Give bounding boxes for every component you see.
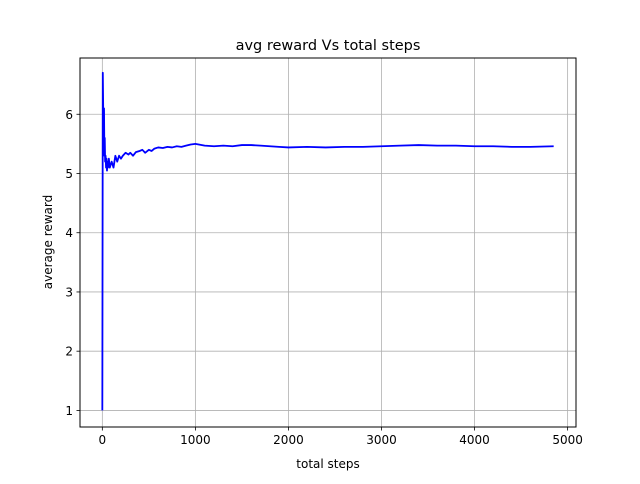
x-tick-label: 5000 [552, 433, 583, 447]
y-tick-label: 3 [65, 285, 73, 299]
chart-title: avg reward Vs total steps [236, 38, 421, 54]
y-tick-label: 4 [65, 226, 73, 240]
y-tick-label: 1 [65, 404, 73, 418]
x-tick-label: 3000 [366, 433, 397, 447]
series-line-avg-reward [101, 71, 554, 411]
y-axis-label: average reward [41, 195, 55, 290]
x-axis-label: total steps [296, 457, 359, 471]
y-tick-label: 5 [65, 167, 73, 181]
y-tick-label: 2 [65, 345, 73, 359]
y-tick-label: 6 [65, 108, 73, 122]
x-tick-label: 4000 [459, 433, 490, 447]
x-tick-label: 2000 [273, 433, 304, 447]
x-tick-label: 1000 [180, 433, 211, 447]
plot-frame [79, 57, 577, 428]
x-tick-label: 0 [99, 433, 107, 447]
